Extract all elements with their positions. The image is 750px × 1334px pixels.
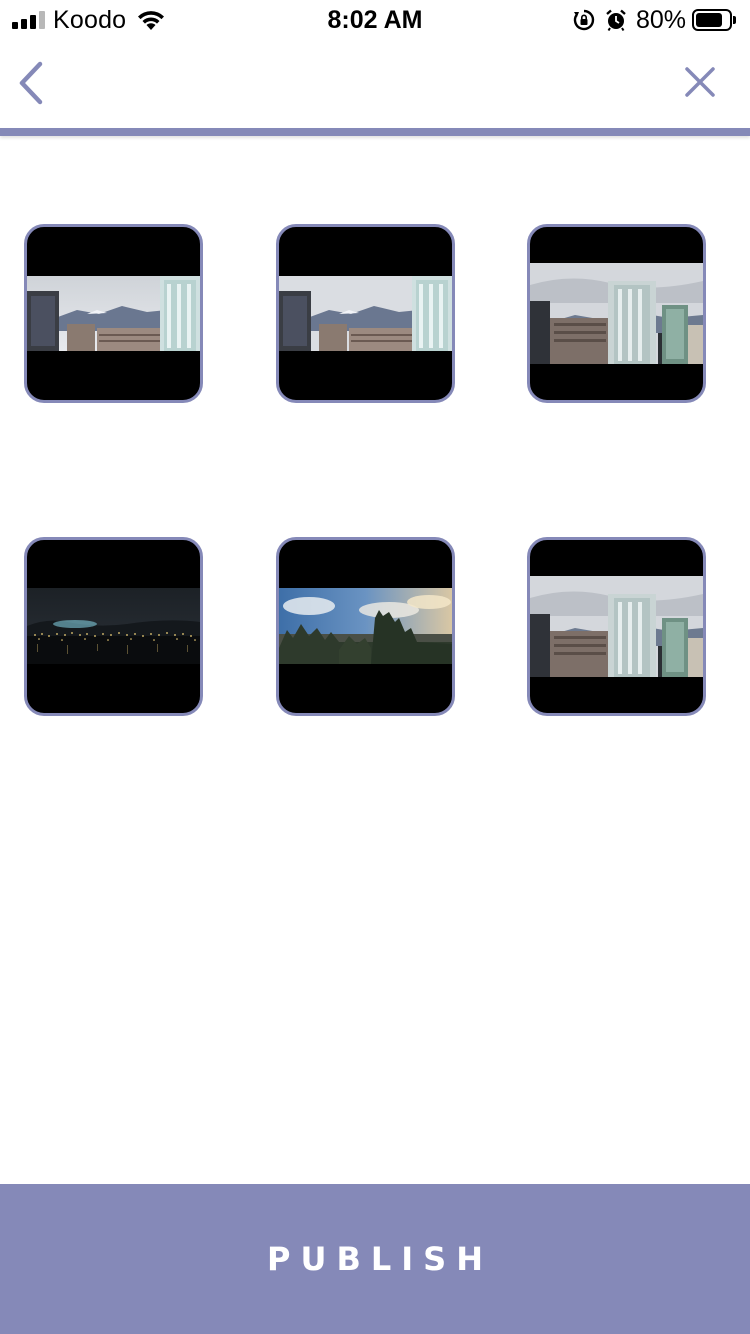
battery-percentage: 80% <box>635 5 686 34</box>
wifi-icon <box>138 11 165 30</box>
photo-thumbnail[interactable] <box>276 224 455 403</box>
photo-forest-sky <box>279 588 452 664</box>
status-bar: Koodo 8:02 AM 80% <box>0 0 750 40</box>
status-bar-left: Koodo <box>12 6 166 34</box>
photo-thumbnail[interactable] <box>527 224 706 403</box>
publish-button[interactable]: PUBLISH <box>0 1184 750 1334</box>
close-button[interactable] <box>680 62 720 102</box>
photo-city-towers <box>530 576 703 677</box>
orientation-lock-icon <box>573 9 595 31</box>
chevron-left-icon <box>19 61 43 105</box>
photo-city-skyline <box>279 276 452 351</box>
status-time: 8:02 AM <box>327 6 423 34</box>
nav-bar <box>0 40 750 128</box>
photo-thumbnail[interactable] <box>527 537 706 716</box>
signal-icon <box>12 11 45 29</box>
photo-night-shoreline <box>27 588 200 664</box>
nav-divider <box>0 128 750 136</box>
alarm-icon <box>606 9 626 32</box>
photo-city-skyline <box>27 276 200 351</box>
back-button[interactable] <box>10 58 54 108</box>
carrier-name: Koodo <box>53 5 127 34</box>
close-icon <box>685 67 715 97</box>
publish-label: PUBLISH <box>267 1240 493 1278</box>
photo-thumbnail[interactable] <box>24 224 203 403</box>
battery-icon <box>692 9 736 31</box>
photo-thumbnail[interactable] <box>24 537 203 716</box>
photo-thumbnail[interactable] <box>276 537 455 716</box>
photo-city-towers <box>530 263 703 364</box>
status-bar-right: 80% <box>564 6 736 34</box>
